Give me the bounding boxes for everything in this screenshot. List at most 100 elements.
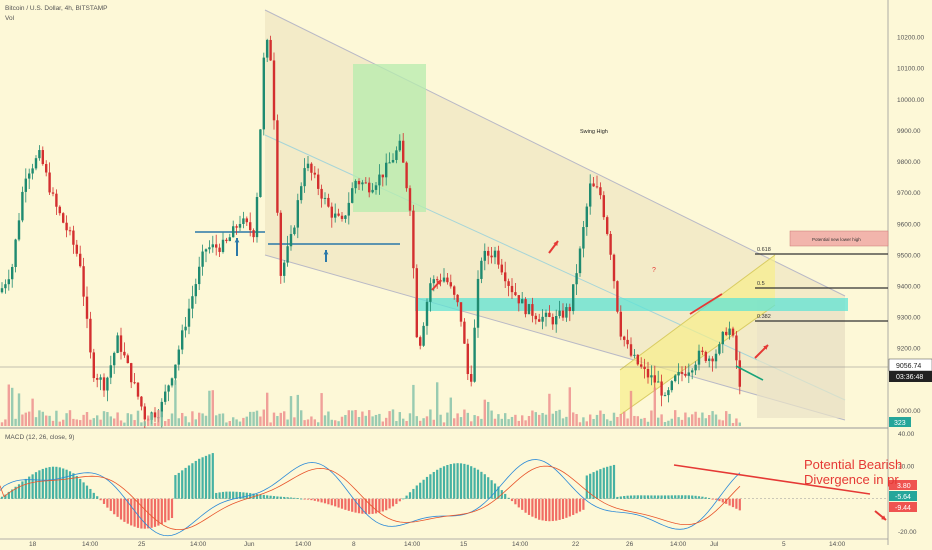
- candle-body: [337, 213, 340, 216]
- volume-bar: [11, 387, 14, 426]
- macd-bar: [289, 497, 293, 499]
- volume-bar: [680, 419, 684, 426]
- price-tick-label: 10100.00: [897, 66, 924, 73]
- candle-body: [595, 186, 599, 188]
- macd-bar: [636, 495, 639, 499]
- macd-bar: [415, 485, 418, 499]
- volume-bar: [650, 410, 653, 426]
- candle-body: [99, 377, 102, 380]
- volume-bar: [500, 418, 503, 426]
- volume-bar: [75, 419, 78, 426]
- macd-bar: [592, 472, 595, 499]
- macd-bar: [194, 460, 197, 499]
- volume-bar: [619, 413, 622, 426]
- volume-bar: [167, 418, 170, 426]
- macd-bar: [31, 474, 34, 499]
- macd-bar: [283, 496, 286, 499]
- price-tick-label: 9500.00: [897, 252, 921, 259]
- volume-bar: [636, 416, 639, 426]
- volume-bar: [14, 418, 17, 426]
- volume-bar: [548, 393, 551, 426]
- macd-tick-label: 40.00: [898, 431, 915, 438]
- macd-bar: [361, 498, 364, 514]
- candle-body: [320, 188, 323, 199]
- volume-bar: [221, 413, 225, 426]
- volume-bar: [106, 412, 109, 426]
- volume-bar: [497, 414, 500, 426]
- macd-bar: [232, 491, 235, 499]
- volume-bar: [300, 410, 303, 426]
- candle-body: [728, 328, 731, 335]
- volume-bar: [289, 396, 293, 426]
- candle-body: [272, 60, 276, 121]
- candle-body: [412, 210, 415, 269]
- volume-bar: [398, 412, 401, 426]
- macd-bar: [541, 498, 544, 521]
- volume-bar: [357, 416, 361, 426]
- macd-bar: [313, 498, 316, 501]
- volume-bar: [58, 421, 61, 426]
- macd-bar: [62, 468, 65, 499]
- volume-bar: [337, 421, 340, 426]
- volume-bar: [0, 422, 4, 426]
- macd-bar: [218, 492, 221, 499]
- candle-body: [619, 311, 622, 337]
- candle-body: [89, 318, 92, 353]
- volume-bar: [657, 417, 660, 426]
- macd-bar: [133, 498, 136, 527]
- macd-bar: [456, 463, 459, 499]
- candle-body: [531, 304, 534, 316]
- macd-bar: [201, 457, 204, 499]
- macd-bar: [385, 498, 388, 511]
- candle-body: [317, 174, 320, 189]
- macd-bar: [310, 498, 313, 501]
- macd-bar: [7, 491, 10, 499]
- time-tick-label: 25: [138, 541, 146, 548]
- candle-body: [442, 277, 446, 282]
- macd-bar: [45, 467, 48, 499]
- candle-body: [34, 158, 38, 169]
- candles: [0, 35, 741, 429]
- candle-body: [402, 140, 405, 163]
- candle-body: [572, 284, 575, 312]
- volume-bar: [119, 420, 123, 426]
- candle-body: [480, 260, 483, 279]
- volume-bar: [21, 414, 24, 426]
- macd-bar: [473, 467, 476, 499]
- candle-body: [725, 331, 728, 335]
- volume-bar: [439, 414, 442, 426]
- time-tick-label: 15: [460, 541, 468, 548]
- macd-bar: [633, 495, 636, 499]
- macd-bar: [378, 498, 381, 513]
- candle-body: [85, 296, 89, 319]
- macd-bar: [463, 463, 466, 499]
- candle-body: [398, 140, 401, 151]
- volume-label: Vol: [5, 15, 15, 22]
- candle-body: [208, 247, 211, 250]
- candle-body: [245, 218, 248, 223]
- volume-bar: [507, 419, 510, 426]
- volume-bar: [602, 413, 605, 426]
- time-tick-label: 22: [572, 541, 580, 548]
- candle-body: [425, 301, 429, 326]
- candle-body: [14, 239, 17, 268]
- volume-bar: [323, 415, 327, 426]
- candle-body: [371, 189, 374, 193]
- volume-bar: [629, 390, 633, 426]
- macd-bar: [85, 485, 89, 499]
- countdown-tag: [889, 371, 932, 382]
- volume-bar: [378, 413, 381, 426]
- volume-bar: [99, 419, 102, 426]
- candle-body: [116, 335, 119, 353]
- volume-bar: [269, 422, 272, 426]
- volume-bar: [255, 410, 259, 426]
- volume-bar: [150, 413, 153, 426]
- candle-body: [361, 182, 364, 185]
- candle-body: [602, 195, 605, 218]
- volume-bar: [524, 420, 527, 426]
- candle-body: [565, 307, 568, 318]
- volume-bar: [436, 382, 439, 426]
- macd-bar: [344, 498, 347, 510]
- up-arrow-blue-1: [234, 238, 240, 256]
